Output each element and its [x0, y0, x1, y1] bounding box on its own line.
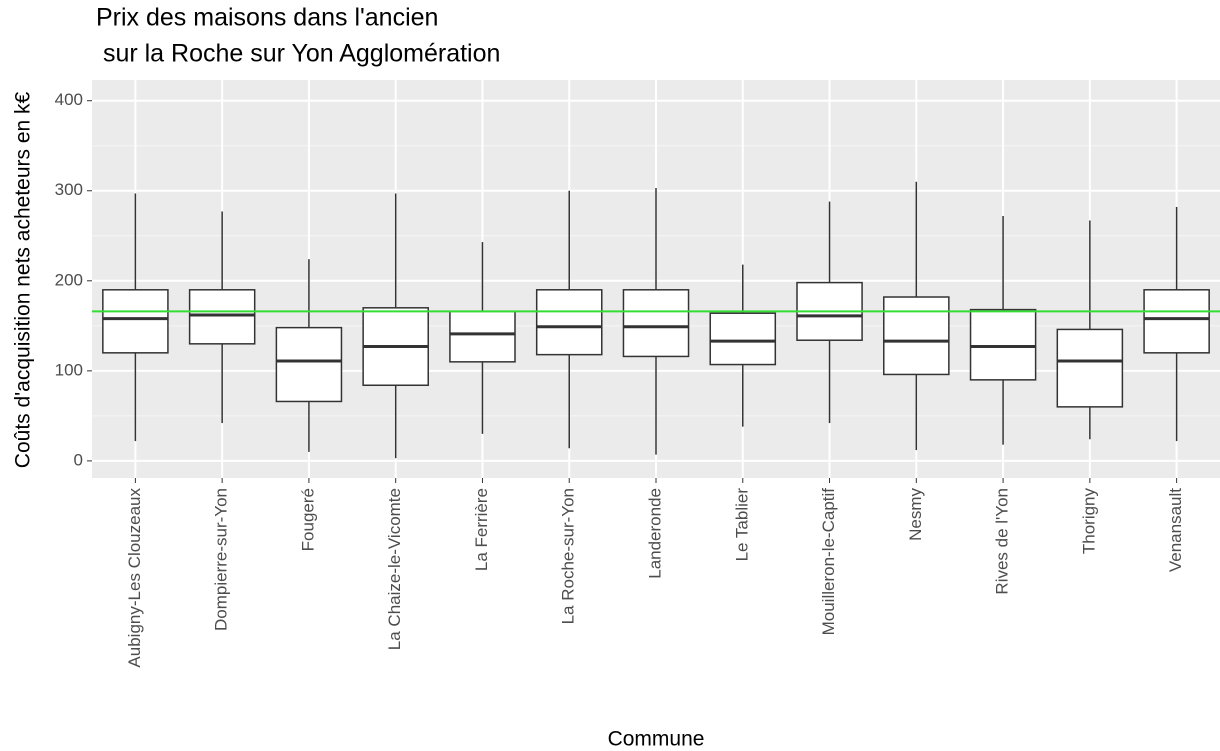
- x-tick-label: La Ferrière: [472, 488, 491, 571]
- box: [709, 312, 777, 366]
- x-tick-label: La Chaize-le-Vicomte: [385, 488, 404, 650]
- x-tick-label: Rives de l'Yon: [993, 488, 1012, 595]
- x-tick-label: Fougeré: [298, 488, 317, 551]
- y-tick-label: 300: [55, 180, 83, 199]
- box: [449, 310, 516, 363]
- box: [622, 289, 690, 358]
- chart-title: Prix des maisons dans l'ancien: [96, 4, 438, 32]
- x-tick-label: Mouilleron-le-Captif: [819, 488, 838, 636]
- x-tick-label: Aubigny-Les Clouzeaux: [125, 488, 144, 668]
- chart-title: sur la Roche sur Yon Agglomération: [96, 40, 500, 68]
- x-tick-label: Landeronde: [645, 488, 664, 579]
- y-axis-label: Coûts d'acquisition nets acheteurs en k€: [12, 91, 35, 468]
- box: [1143, 289, 1210, 354]
- box: [883, 296, 950, 376]
- box: [1056, 328, 1124, 408]
- y-tick-label: 400: [55, 90, 83, 109]
- box: [102, 289, 169, 354]
- x-tick-label: Venansault: [1166, 488, 1185, 572]
- box: [275, 326, 343, 403]
- box: [969, 308, 1037, 381]
- box: [535, 289, 603, 356]
- x-tick-label: Le Tablier: [732, 488, 751, 562]
- x-tick-label: Dompierre-sur-Yon: [212, 488, 231, 631]
- x-tick-label: Thorigny: [1079, 488, 1098, 555]
- x-axis-label: Commune: [608, 728, 705, 751]
- y-tick-label: 100: [55, 360, 83, 379]
- box: [188, 289, 256, 345]
- y-tick-label: 200: [55, 270, 83, 289]
- y-tick-label: 0: [74, 450, 83, 469]
- x-tick-label: La Roche-sur-Yon: [559, 488, 578, 624]
- x-tick-label: Nesmy: [906, 488, 925, 541]
